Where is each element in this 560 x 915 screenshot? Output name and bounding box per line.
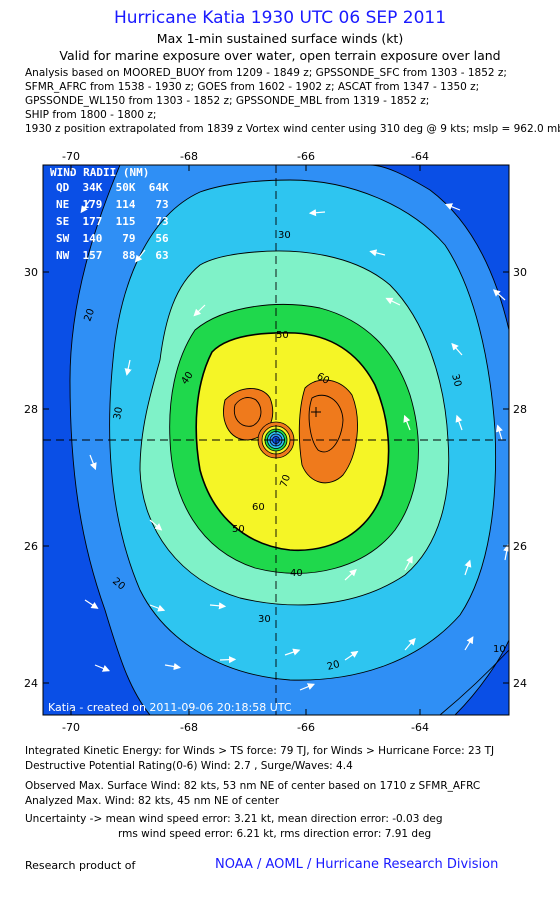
contour-label: 30 xyxy=(112,406,125,420)
uncertainty-line: Uncertainty -> mean wind speed error: 3.… xyxy=(25,813,443,825)
contour-label: 30 xyxy=(449,373,463,388)
uncertainty-line: rms wind speed error: 6.21 kt, rms direc… xyxy=(118,828,432,840)
wind-vectors xyxy=(80,199,509,691)
wind-vector-arrow xyxy=(84,599,99,609)
wind-vector-arrow xyxy=(219,656,237,664)
wind-vector-arrow xyxy=(503,544,509,561)
lon-tick-label: -66 xyxy=(297,721,315,734)
contour-line-90-east xyxy=(308,394,344,453)
lon-tick-label: -64 xyxy=(411,721,429,734)
max-wind-marker xyxy=(311,407,321,417)
wind-vector-arrow xyxy=(451,342,463,356)
lon-tick-label: -70 xyxy=(62,721,80,734)
lon-tick-label: -70 xyxy=(62,150,80,163)
wind-field-plot: 10 20 20 20 30 30 30 30 40 40 50 50 60 6… xyxy=(43,165,509,715)
wind-vector-arrow xyxy=(404,637,416,651)
wind-vector-arrow xyxy=(193,304,206,317)
wind-vector-arrow xyxy=(149,604,166,612)
axis-labels: -70 -68 -66 -64 -70 -68 -66 -64 30 28 26… xyxy=(24,150,527,734)
contour-label: 50 xyxy=(232,524,245,535)
lon-tick-label: -68 xyxy=(180,721,198,734)
wind-vector-arrow xyxy=(455,414,463,431)
observed-max-line: Observed Max. Surface Wind: 82 kts, 53 n… xyxy=(25,780,481,792)
analysis-line: 1930 z position extrapolated from 1839 z… xyxy=(25,123,560,135)
contour-label: 60 xyxy=(252,502,265,513)
wind-radii-row: SE 177 115 73 xyxy=(56,215,169,228)
contour-label: 30 xyxy=(258,614,271,625)
wind-vector-arrow xyxy=(444,203,461,211)
wind-vector-arrow xyxy=(89,454,97,471)
contour-label: 40 xyxy=(290,568,303,579)
contour-label: 70 xyxy=(278,473,293,489)
org-name: NOAA / AOML / Hurricane Research Divisio… xyxy=(215,857,499,872)
center-crosshairs xyxy=(43,165,509,715)
wind-vector-arrow xyxy=(94,664,111,672)
lat-tick-label: 24 xyxy=(513,677,527,690)
contour-label: 20 xyxy=(326,659,341,673)
wind-vector-arrow xyxy=(369,249,386,257)
contour-label: 30 xyxy=(278,230,291,241)
wind-vector-arrow xyxy=(495,424,503,441)
wind-vector-arrow xyxy=(404,555,413,571)
lon-tick-label: -68 xyxy=(180,150,198,163)
contour-label: 20 xyxy=(82,307,97,323)
wind-vector-arrow xyxy=(492,289,506,301)
wind-vector-arrow xyxy=(134,249,146,263)
wind-vector-arrow xyxy=(464,559,472,576)
tick-marks xyxy=(43,165,509,715)
wind-vector-arrow xyxy=(124,359,132,376)
analyzed-max-line: Analyzed Max. Wind: 82 kts, 45 nm NE of … xyxy=(25,795,280,807)
contour-line-10 xyxy=(439,649,509,715)
wind-vector-arrow xyxy=(209,602,227,610)
validity-note: Valid for marine exposure over water, op… xyxy=(59,48,501,63)
wind-vector-arrow xyxy=(80,199,91,214)
wind-radii-row: NE 179 114 73 xyxy=(56,198,169,211)
wind-vector-arrow xyxy=(164,662,181,671)
contour-labels: 10 20 20 20 30 30 30 30 40 40 50 50 60 6… xyxy=(82,230,505,673)
analysis-line: SHIP from 1800 - 1800 z; xyxy=(25,109,157,121)
contour-label: 50 xyxy=(276,330,289,341)
wind-radii-table: WIND RADII (NM) QD 34K 50K 64K NE 179 11… xyxy=(50,166,169,262)
lat-tick-label: 28 xyxy=(24,403,38,416)
analysis-line: Analysis based on MOORED_BUOY from 1209 … xyxy=(25,67,507,79)
wind-radii-row: NW 157 88 63 xyxy=(56,249,169,262)
wind-vector-arrow xyxy=(149,519,163,531)
lat-tick-label: 30 xyxy=(24,266,38,279)
ike-line: Integrated Kinetic Energy: for Winds > T… xyxy=(25,745,495,757)
lon-tick-label: -66 xyxy=(297,150,315,163)
contour-fill-83-east xyxy=(298,379,358,484)
wind-radii-title: WIND RADII (NM) xyxy=(50,166,149,179)
research-label: Research product of xyxy=(25,859,136,872)
map-title: Hurricane Katia 1930 UTC 06 SEP 2011 xyxy=(113,8,447,28)
wind-vector-arrow xyxy=(299,683,316,691)
lat-tick-label: 30 xyxy=(513,266,527,279)
analysis-line: SFMR_AFRC from 1538 - 1930 z; GOES from … xyxy=(25,81,480,93)
map-subtitle: Max 1-min sustained surface winds (kt) xyxy=(156,31,404,46)
wind-radii-row: SW 140 79 56 xyxy=(56,232,169,245)
created-timestamp: Katia - created on 2011-09-06 20:18:58 U… xyxy=(48,701,292,714)
contour-line-90-west xyxy=(233,397,262,427)
analysis-line: GPSSONDE_WL150 from 1303 - 1852 z; GPSSO… xyxy=(25,95,430,107)
lat-tick-label: 26 xyxy=(513,540,527,553)
plot-frame xyxy=(42,164,510,716)
lat-tick-label: 28 xyxy=(513,403,527,416)
wind-vector-arrow xyxy=(284,648,301,656)
wind-vector-arrow xyxy=(403,414,411,431)
wind-vector-arrow xyxy=(344,568,357,581)
wind-vector-arrow xyxy=(344,650,359,661)
lat-tick-label: 24 xyxy=(24,677,38,690)
wind-vector-arrow xyxy=(385,297,401,306)
wind-vector-arrow xyxy=(308,209,326,217)
lat-tick-label: 26 xyxy=(24,540,38,553)
wind-radii-header: QD 34K 50K 64K xyxy=(56,181,169,194)
lon-tick-label: -64 xyxy=(411,150,429,163)
wind-vector-arrow xyxy=(464,636,474,651)
contour-label: 10 xyxy=(493,644,506,655)
dpr-line: Destructive Potential Rating(0-6) Wind: … xyxy=(25,760,353,772)
